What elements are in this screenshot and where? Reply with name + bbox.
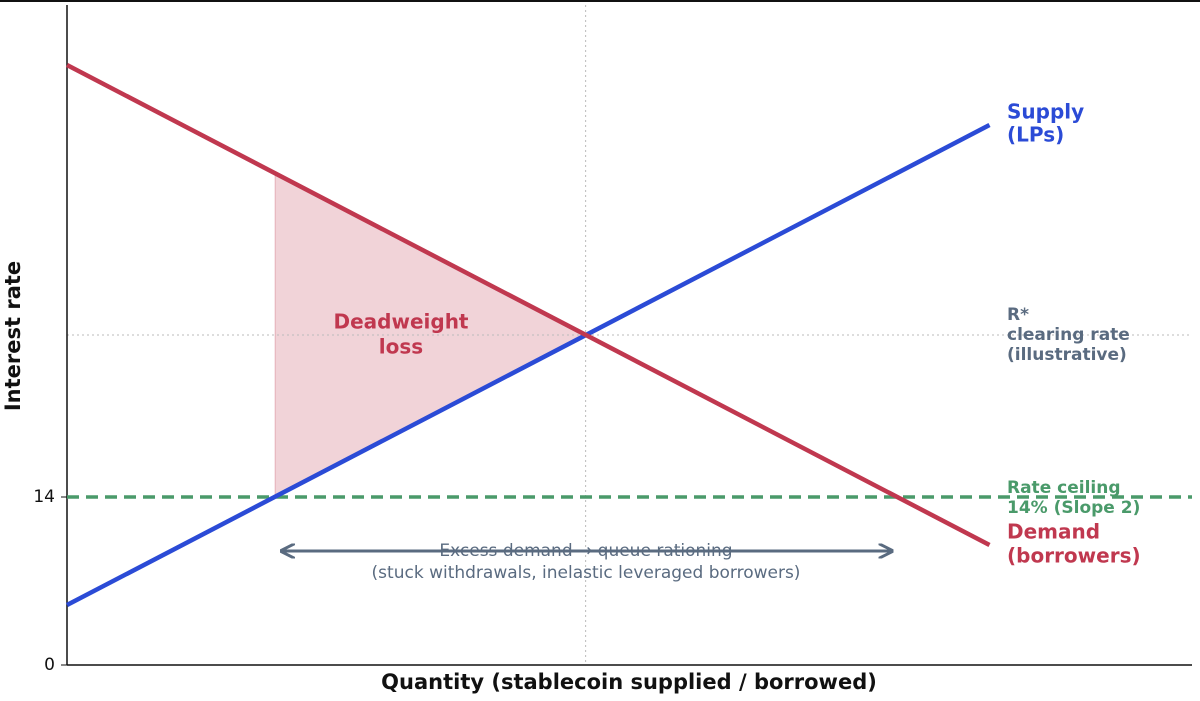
annotation-text: loss — [379, 335, 423, 359]
annotation-text: (borrowers) — [1007, 544, 1141, 568]
annotation-text: Excess demand → queue rationing — [439, 541, 732, 561]
annotation-text: (stuck withdrawals, inelastic leveraged … — [372, 563, 801, 583]
annotation-text: (LPs) — [1007, 123, 1064, 147]
annotation-text: Rate ceiling — [1007, 478, 1121, 498]
annotation-text: Demand — [1007, 520, 1100, 544]
annotation-text: (illustrative) — [1007, 345, 1127, 365]
x-axis-label: Quantity (stablecoin supplied / borrowed… — [381, 670, 877, 694]
annotation-text: R* — [1007, 305, 1029, 325]
y-tick-label: 0 — [44, 655, 55, 675]
deadweight-area — [274, 172, 587, 498]
series-line — [65, 123, 991, 607]
annotation-text: Supply — [1007, 100, 1084, 124]
annotation-text: clearing rate — [1007, 325, 1130, 345]
y-axis-label: Interest rate — [1, 261, 25, 411]
series-line — [65, 63, 991, 547]
y-tick-label: 14 — [33, 487, 55, 507]
annotation-text: 14% (Slope 2) — [1007, 498, 1140, 518]
annotation-text: Deadweight — [334, 310, 469, 334]
